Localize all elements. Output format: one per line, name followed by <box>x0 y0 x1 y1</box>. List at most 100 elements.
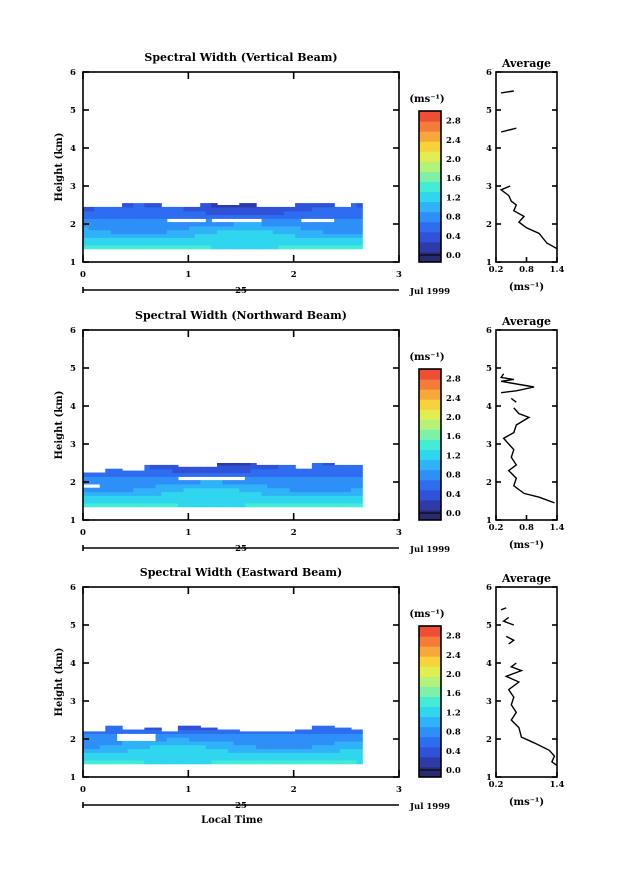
heatmap-cell <box>278 206 285 212</box>
heatmap-cell <box>155 502 162 508</box>
colorbar-swatch <box>419 439 441 451</box>
heatmap-cell <box>189 502 196 508</box>
heatmap-cell <box>351 225 358 231</box>
heatmap-cell <box>211 737 218 742</box>
heatmap-cell <box>116 491 123 496</box>
heatmap-cell <box>228 737 235 742</box>
heatmap-cell <box>200 483 207 489</box>
heatmap-cell <box>334 499 341 504</box>
heatmap-cell <box>267 464 274 470</box>
heatmap-cell <box>356 483 363 489</box>
heatmap-cell <box>217 205 224 208</box>
heatmap-cell <box>94 476 101 481</box>
y-tick-label: 6 <box>70 583 76 593</box>
heatmap-cell <box>300 502 307 508</box>
heatmap-cell <box>356 744 363 750</box>
heatmap-cell <box>200 233 207 238</box>
heatmap-cell <box>150 222 157 227</box>
heatmap-cell <box>334 727 341 731</box>
heatmap-cell <box>267 241 274 246</box>
heatmap-cell <box>317 472 324 477</box>
colorbar-swatch <box>419 399 441 410</box>
average-y-tick-label: 5 <box>486 621 492 631</box>
heatmap-cell <box>144 740 151 746</box>
heatmap-cell <box>323 737 330 742</box>
heatmap-cell <box>311 210 319 216</box>
heatmap-cell <box>183 472 190 477</box>
heatmap-cell <box>306 203 313 208</box>
colorbar-tick-label: 0.4 <box>446 232 461 242</box>
heatmap-cell <box>222 499 229 504</box>
heatmap-cell <box>339 229 346 235</box>
heatmap-cell <box>317 244 324 250</box>
heatmap-cell <box>256 472 263 477</box>
heatmap-cell <box>250 499 257 504</box>
heatmap-cell <box>161 206 168 212</box>
heatmap-cell <box>155 483 162 489</box>
x-tick-label: 2 <box>291 785 297 795</box>
heatmap-cell <box>110 483 118 489</box>
heatmap-cell <box>110 487 118 493</box>
heatmap-cell <box>239 752 246 757</box>
heatmap-cell <box>200 241 207 246</box>
heatmap-cell <box>177 737 185 742</box>
heatmap-cell <box>289 495 296 500</box>
heatmap-cell <box>284 214 291 219</box>
heatmap-cell <box>222 502 229 508</box>
heatmap-cell <box>122 206 129 212</box>
heatmap-cell <box>339 502 346 508</box>
heatmap-cell <box>150 502 157 508</box>
heatmap-cell <box>323 210 330 216</box>
heatmap-cell <box>278 748 285 753</box>
colorbar-frame <box>418 625 442 778</box>
heatmap-cell <box>189 472 196 477</box>
heatmap-cell <box>116 225 123 231</box>
heatmap-cell <box>172 222 179 227</box>
heatmap-cell <box>328 464 335 470</box>
heatmap-cell <box>289 752 296 757</box>
chart-title: Spectral Width (Vertical Beam) <box>144 51 337 64</box>
heatmap-cell <box>133 502 140 508</box>
heatmap-cell <box>261 740 268 746</box>
heatmap-cell <box>194 480 201 485</box>
heatmap-cell <box>356 206 363 212</box>
heatmap-cell <box>155 480 162 485</box>
heatmap-cell <box>183 468 190 474</box>
heatmap-cell <box>211 733 218 738</box>
heatmap-cell <box>83 241 90 246</box>
heatmap-cell <box>244 487 252 493</box>
heatmap-cell <box>233 480 240 485</box>
heatmap-cell <box>161 229 168 235</box>
heatmap-cell <box>261 476 268 481</box>
heatmap-cell <box>94 748 101 753</box>
heatmap-cell <box>278 744 285 750</box>
heatmap-cell <box>289 744 296 750</box>
heatmap-cell <box>155 210 162 216</box>
heatmap-cell <box>105 210 112 216</box>
heatmap-cell <box>110 206 118 212</box>
heatmap-cell <box>306 214 313 219</box>
heatmap-cell <box>306 502 313 508</box>
heatmap-cell <box>133 229 140 235</box>
heatmap-cell <box>217 733 224 738</box>
colorbar-swatch <box>419 469 441 481</box>
heatmap-cell <box>133 241 140 246</box>
heatmap-cell <box>161 499 168 504</box>
heatmap-cell <box>328 487 335 493</box>
heatmap-cell <box>334 225 341 231</box>
colorbar-tick-label: 0.4 <box>446 747 461 757</box>
average-profile-line <box>505 635 516 645</box>
heatmap-cell <box>261 464 268 470</box>
heatmap-cell <box>172 214 179 219</box>
colorbar-tick-label: 0.8 <box>446 213 461 223</box>
heatmap-cell <box>300 756 307 761</box>
heatmap-cell <box>356 491 363 496</box>
heatmap-cell <box>239 499 246 504</box>
heatmap-cell <box>83 752 90 757</box>
heatmap-cell <box>150 487 157 493</box>
y-tick-label: 1 <box>70 258 76 268</box>
heatmap-cell <box>83 476 90 481</box>
heatmap-cell <box>317 233 324 238</box>
heatmap-cell <box>183 237 190 242</box>
heatmap-cell <box>323 729 330 734</box>
